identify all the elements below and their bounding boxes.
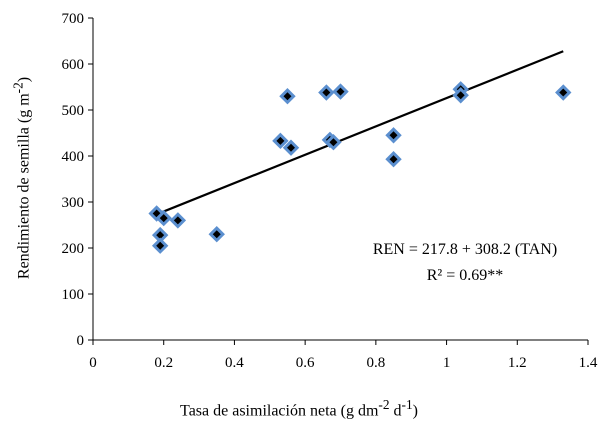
- data-point-fill: [156, 241, 165, 250]
- x-tick-label: 0.8: [366, 355, 385, 371]
- data-point-fill: [156, 231, 165, 240]
- axes: [88, 17, 589, 345]
- x-axis-title-sup1: -2: [378, 397, 390, 412]
- data-point-fill: [159, 214, 168, 223]
- data-point: [155, 209, 172, 227]
- data-point: [452, 87, 469, 104]
- x-axis-title: Tasa de asimilación neta (g dm-2 d-1): [0, 397, 598, 420]
- data-point: [282, 139, 300, 156]
- y-tick-labels: 0 100 200 300 400 500 600 700: [62, 11, 85, 349]
- data-point: [325, 133, 342, 151]
- x-axis-title-sup2: -1: [401, 397, 413, 412]
- data-point: [151, 237, 169, 254]
- r-squared-label: R² = 0.69**: [426, 267, 504, 284]
- data-point: [555, 84, 572, 101]
- x-tick-label: 0.6: [296, 355, 315, 371]
- x-axis-title-end: ): [412, 402, 418, 420]
- regression-annotation: REN = 217.8 + 308.2 (TAN) R² = 0.69**: [370, 237, 560, 289]
- data-point: [332, 83, 349, 100]
- x-tick-label: 1.4: [579, 355, 598, 371]
- x-tick-label: 0.2: [154, 355, 173, 371]
- data-point-fill: [287, 143, 295, 152]
- y-tick-label: 600: [62, 57, 85, 73]
- data-point-fill: [329, 138, 338, 147]
- data-point: [169, 212, 187, 229]
- data-point-fill: [283, 92, 292, 101]
- data-point-fill: [389, 131, 398, 140]
- y-tick-label: 300: [62, 195, 85, 211]
- y-tick-label: 500: [62, 103, 85, 119]
- x-tick-label: 1.2: [508, 355, 527, 371]
- data-point-fill: [336, 87, 345, 96]
- y-axis-title-end: ): [15, 76, 33, 83]
- data-point: [272, 132, 289, 150]
- y-tick-label: 400: [62, 149, 85, 165]
- data-point-fill: [559, 88, 568, 97]
- y-tick-label: 200: [62, 241, 85, 257]
- trendline: [156, 50, 564, 216]
- x-tick-labels: 0 0.2 0.4 0.6 0.8 1 1.2 1.4: [89, 355, 598, 371]
- data-points: [148, 81, 572, 254]
- trendline-group: [156, 50, 564, 216]
- data-point-fill: [456, 91, 465, 100]
- data-point: [279, 87, 296, 105]
- y-axis-title-main: Rendimiento de semilla (g m: [15, 93, 33, 280]
- data-point-fill: [389, 155, 398, 164]
- x-tick-label: 1: [443, 355, 451, 371]
- data-point-fill: [322, 88, 331, 97]
- data-point: [385, 127, 402, 144]
- regression-equation: REN = 217.8 + 308.2 (TAN): [372, 241, 558, 258]
- x-axis-title-main: Tasa de asimilación neta (g dm: [180, 402, 379, 420]
- y-axis-title-sup: -2: [10, 82, 26, 94]
- data-point: [208, 225, 225, 243]
- data-point-fill: [173, 216, 182, 225]
- x-tick-label: 0.4: [225, 355, 244, 371]
- x-axis-title-mid: d: [389, 402, 402, 420]
- y-tick-label: 700: [62, 11, 85, 27]
- y-tick-label: 0: [77, 333, 85, 349]
- y-tick-label: 100: [62, 287, 85, 303]
- data-point: [318, 84, 335, 101]
- data-point-fill: [276, 136, 285, 145]
- data-point-fill: [212, 230, 221, 239]
- x-tick-label: 0: [89, 355, 97, 371]
- data-point: [385, 151, 402, 168]
